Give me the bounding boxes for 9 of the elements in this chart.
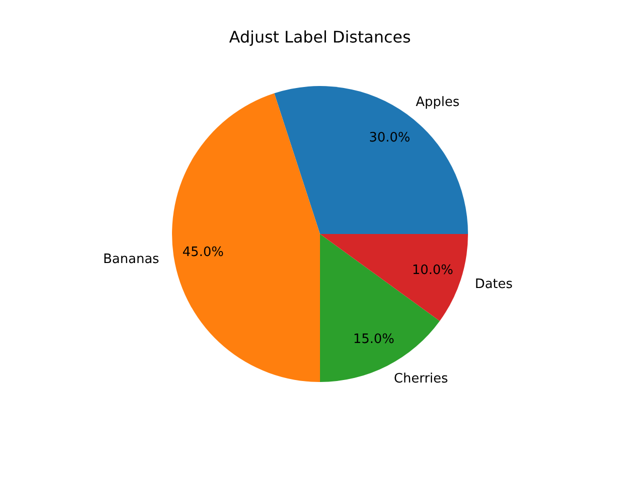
- slice-label: Apples: [416, 94, 460, 110]
- slice-label: Dates: [474, 276, 513, 292]
- chart-title: Adjust Label Distances: [229, 28, 411, 46]
- slice-label: Cherries: [394, 372, 448, 387]
- data-label: 45.0%: [182, 245, 224, 260]
- data-label: 30.0%: [368, 130, 410, 146]
- data-label: 10.0%: [412, 263, 454, 278]
- slice-label: Bananas: [103, 252, 160, 267]
- data-label: 15.0%: [353, 332, 394, 347]
